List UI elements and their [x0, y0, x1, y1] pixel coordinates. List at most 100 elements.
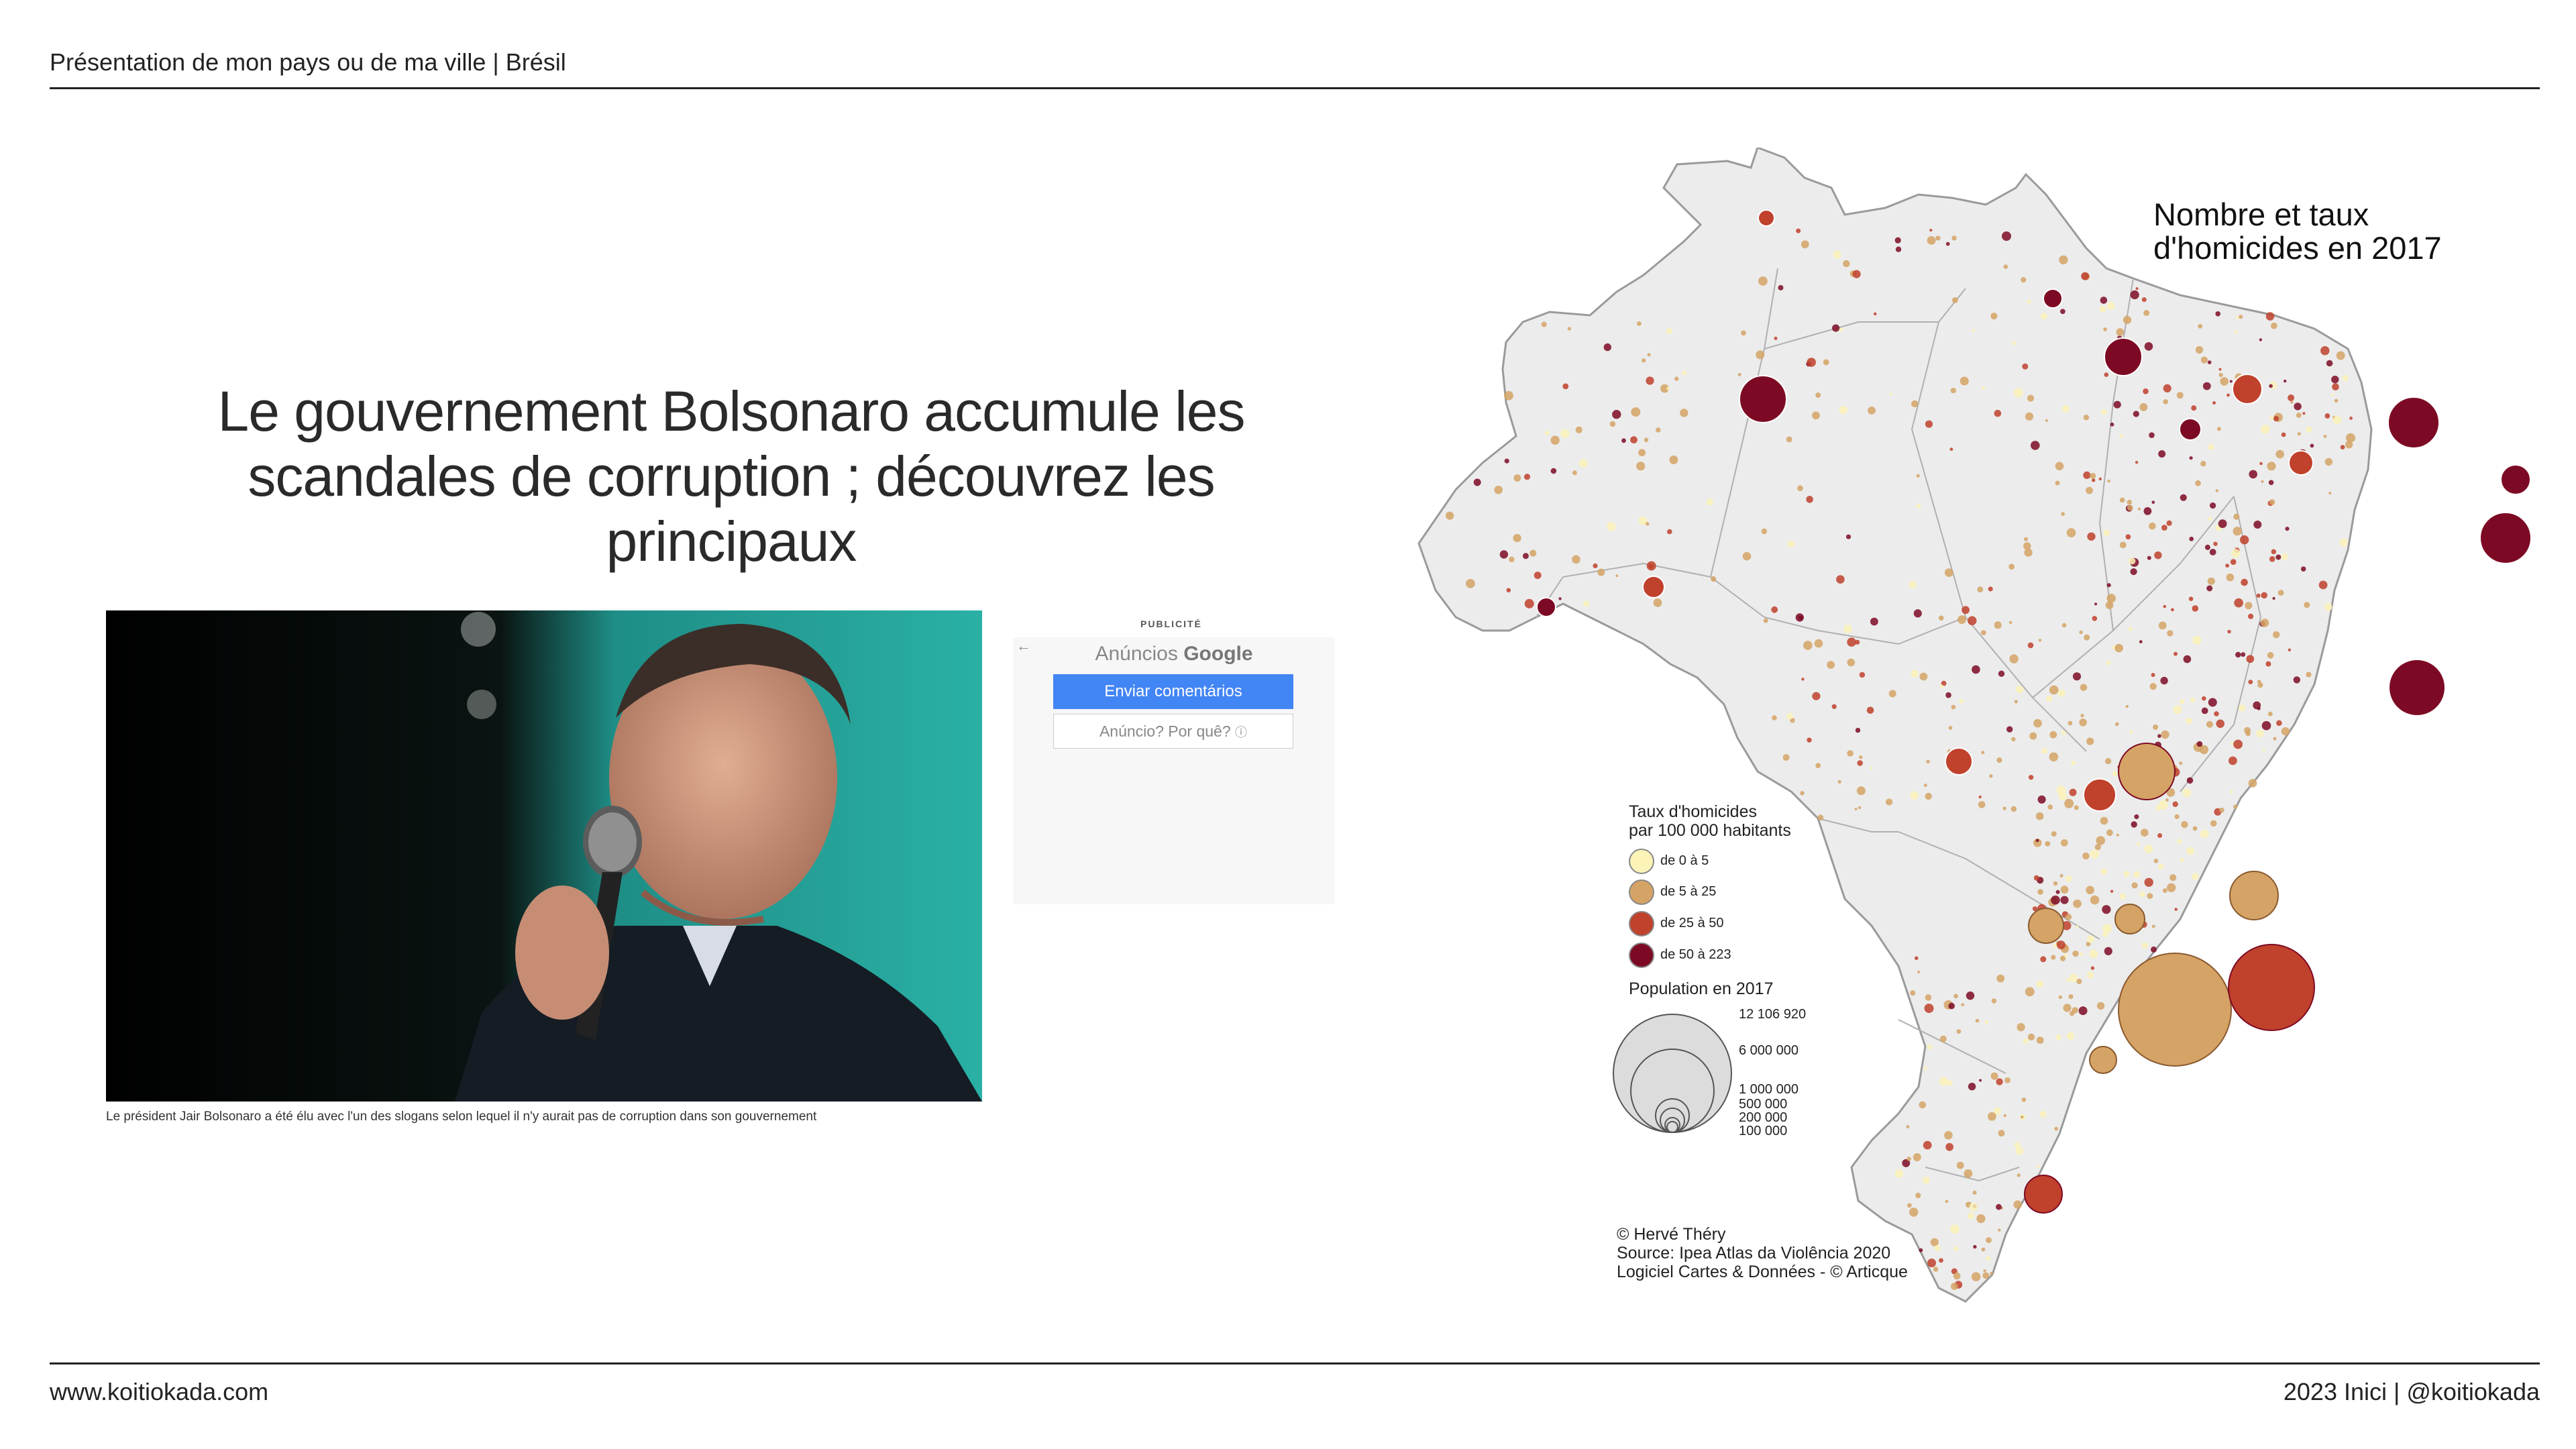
city-dot: [2328, 492, 2332, 495]
city-dot: [2074, 805, 2079, 810]
city-dot: [1583, 600, 1590, 607]
city-dot: [2267, 711, 2273, 716]
city-dot: [1523, 474, 1531, 480]
city-dot: [1953, 1272, 1961, 1280]
city-dot: [2028, 775, 2034, 780]
city-dot: [2029, 732, 2037, 740]
city-dot: [2106, 829, 2113, 837]
city-dot: [1925, 994, 1932, 1001]
city-dot: [2151, 946, 2157, 953]
city-dot: [1812, 411, 1820, 420]
city-dot: [2072, 672, 2082, 681]
city-dot: [1980, 630, 1986, 635]
city-dot: [1956, 1161, 1964, 1169]
info-icon: ⓘ: [1235, 726, 1248, 739]
city-dot: [2004, 1077, 2010, 1083]
city-dot: [2039, 1110, 2047, 1118]
city-dot: [2017, 1023, 2025, 1032]
city-dot: [1646, 376, 1654, 385]
city-dot: [1990, 1072, 1998, 1080]
city-dot: [2090, 472, 2096, 479]
city-dot: [2094, 602, 2098, 606]
city-dot: [1988, 1112, 1996, 1121]
city-dot: [2003, 264, 2008, 269]
population-value: 1 000 000: [1739, 1082, 1799, 1097]
large-city-circles: [1536, 209, 2532, 1214]
city-dot: [2106, 660, 2111, 665]
city-dot: [2141, 297, 2147, 303]
city-dot: [1814, 639, 1823, 648]
city-dot: [1981, 751, 1985, 755]
city-dot: [2179, 761, 2183, 765]
city-dot: [2269, 556, 2275, 562]
city-dot: [2123, 315, 2132, 325]
city-dot: [2284, 379, 2287, 383]
city-dot: [1807, 737, 1812, 743]
city-dot: [1960, 376, 1969, 386]
city-dot: [2326, 360, 2333, 367]
city-dot: [2189, 456, 2193, 460]
city-dot: [1982, 386, 1986, 390]
ad-label: PUBLICITÉ: [1140, 619, 1202, 629]
city-dot: [1832, 324, 1840, 332]
city-dot: [1913, 1153, 1921, 1161]
city-dot: [2244, 727, 2251, 734]
city-dot: [1666, 386, 1670, 390]
city-dot: [1972, 665, 1980, 674]
city-dot: [2137, 507, 2141, 511]
city-dot: [2051, 895, 2060, 905]
city-dot: [2131, 882, 2138, 889]
city-dot: [1772, 715, 1777, 720]
city-dot: [1939, 684, 1944, 689]
city-dot: [1902, 1159, 1911, 1167]
back-arrow-icon[interactable]: ←: [1016, 637, 1031, 654]
city-dot: [1529, 549, 1537, 557]
brazil-homicide-map: [1362, 146, 2569, 1332]
city-dot: [2021, 1097, 2027, 1102]
city-dot: [2188, 596, 2194, 601]
city-dot: [2173, 705, 2182, 714]
city-dot: [2189, 537, 2194, 541]
city-dot: [2078, 1006, 2088, 1016]
city-dot: [1889, 392, 1892, 396]
city-dot: [2271, 549, 2277, 555]
city-dot: [2334, 398, 2339, 403]
city-dot: [1823, 359, 1829, 366]
city-dot: [1737, 373, 1741, 376]
why-this-ad-button[interactable]: Anúncio? Por quê? ⓘ: [1053, 714, 1293, 749]
city-dot: [2206, 720, 2214, 728]
header-divider: [50, 87, 2540, 89]
city-dot: [1895, 246, 1902, 252]
city-dot: [2200, 829, 2209, 839]
city-dot: [2055, 1034, 2061, 1040]
city-dot: [2037, 889, 2043, 895]
city-dot: [2147, 893, 2153, 899]
city-dot: [1947, 1080, 1953, 1086]
city-dot: [2065, 914, 2072, 920]
city-dot: [2296, 413, 2302, 418]
city-dot: [2061, 921, 2072, 930]
city-dot: [2269, 415, 2275, 421]
city-dot: [2035, 812, 2044, 820]
city-dot: [2269, 384, 2273, 388]
city-dot: [2293, 676, 2300, 684]
city-dot: [1962, 606, 1970, 614]
city-dot: [1951, 235, 1957, 241]
city-dot: [1888, 690, 1896, 698]
city-dot: [2229, 790, 2233, 794]
city-dot: [2021, 1116, 2024, 1119]
send-feedback-button[interactable]: Enviar comentários: [1053, 674, 1293, 709]
city-dot: [2065, 875, 2072, 882]
city-dot: [1827, 661, 1835, 669]
city-dot: [2202, 696, 2206, 701]
city-dot: [2166, 520, 2172, 526]
city-dot: [1981, 1247, 1986, 1252]
city-dot: [2257, 682, 2263, 688]
city-dot: [1644, 437, 1649, 443]
city-dot: [1836, 575, 1845, 584]
city-dot: [2183, 655, 2192, 663]
city-dot: [2017, 1173, 2021, 1177]
city-dot: [1513, 534, 1521, 543]
city-dot: [1534, 572, 1542, 580]
city-dot: [2061, 731, 2066, 735]
